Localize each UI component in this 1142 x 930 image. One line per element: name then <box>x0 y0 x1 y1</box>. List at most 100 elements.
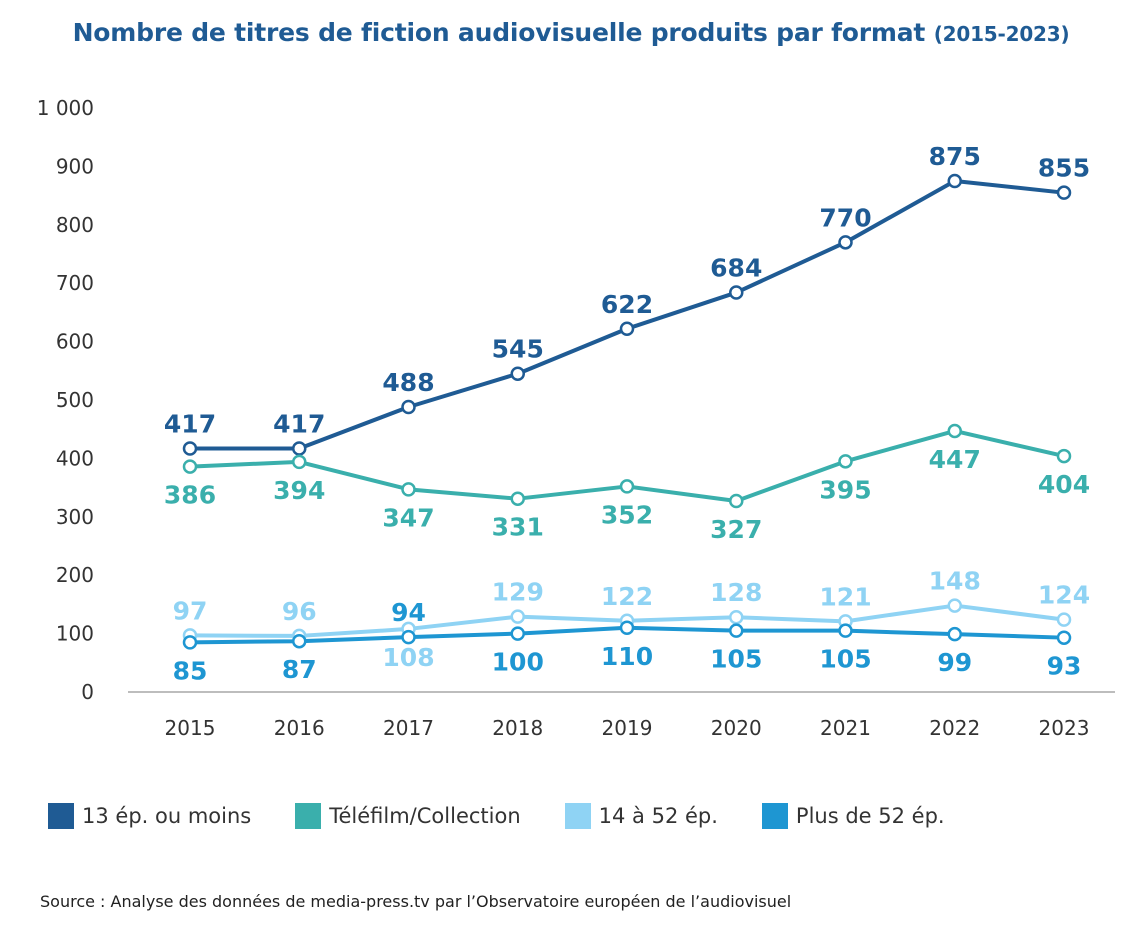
data-label-thirteen-or-less: 622 <box>601 290 653 319</box>
data-point-fourteen-to-52 <box>510 609 525 624</box>
data-point-over-52 <box>729 623 744 638</box>
data-point-over-52 <box>182 635 198 650</box>
y-tick-label: 700 <box>56 271 94 295</box>
data-label-thirteen-or-less: 545 <box>492 335 544 364</box>
data-label-over-52: 87 <box>282 655 317 684</box>
y-tick-label: 900 <box>56 154 94 178</box>
data-label-fourteen-to-52: 128 <box>710 578 762 607</box>
data-point-over-52 <box>838 623 853 638</box>
x-tick-label: 2023 <box>1039 716 1090 740</box>
data-point-telefilm-collection <box>619 479 635 494</box>
data-point-over-52 <box>292 633 307 649</box>
data-label-telefilm-collection: 386 <box>164 481 216 510</box>
y-axis: 0 100 200 300 400 500 600 700 800 900 1 000 <box>37 96 94 704</box>
chart-title: Nombre de titres de fiction audiovisuell… <box>0 18 1142 47</box>
y-tick-label: 100 <box>56 622 94 646</box>
y-tick-label: 600 <box>56 330 94 354</box>
data-label-fourteen-to-52: 122 <box>601 582 653 611</box>
x-tick-label: 2019 <box>602 716 653 740</box>
y-tick-label: 300 <box>56 505 94 529</box>
series-points <box>182 173 1072 650</box>
legend-item-fourteen-to-52: 14 à 52 ép. <box>564 803 718 829</box>
chart-legend: 13 ép. ou moins Téléfilm/Collection 14 à 5… <box>48 800 989 832</box>
legend-label: Plus de 52 ép. <box>795 804 945 828</box>
data-label-telefilm-collection: 327 <box>710 515 762 544</box>
data-point-over-52 <box>1056 630 1072 645</box>
data-label-over-52: 94 <box>391 598 426 627</box>
data-point-telefilm-collection <box>1056 448 1072 464</box>
data-label-thirteen-or-less: 770 <box>819 203 871 232</box>
data-point-telefilm-collection <box>182 459 198 474</box>
legend-item-thirteen-or-less: 13 ép. ou moins <box>48 803 251 829</box>
legend-item-over-52: Plus de 52 ép. <box>761 803 945 829</box>
data-point-over-52 <box>619 620 635 636</box>
legend-label: Téléfilm/Collection <box>329 804 521 828</box>
data-label-thirteen-or-less: 417 <box>164 409 216 438</box>
data-label-thirteen-or-less: 488 <box>382 368 434 397</box>
data-point-fourteen-to-52 <box>729 609 744 625</box>
y-tick-label: 400 <box>56 446 94 470</box>
data-point-telefilm-collection <box>401 482 416 497</box>
data-point-fourteen-to-52 <box>1056 612 1072 627</box>
data-point-telefilm-collection <box>838 454 853 469</box>
data-point-fourteen-to-52 <box>947 598 962 613</box>
data-point-thirteen-or-less <box>510 366 525 381</box>
data-label-over-52: 85 <box>173 656 208 685</box>
data-label-telefilm-collection: 331 <box>492 513 544 542</box>
data-label-fourteen-to-52: 148 <box>929 567 981 596</box>
data-label-over-52: 93 <box>1047 652 1082 681</box>
data-point-thirteen-or-less <box>182 441 198 456</box>
data-label-fourteen-to-52: 121 <box>819 582 871 611</box>
data-label-fourteen-to-52: 97 <box>173 596 208 625</box>
data-point-thirteen-or-less <box>619 321 635 337</box>
data-point-thirteen-or-less <box>401 399 416 415</box>
data-label-over-52: 105 <box>710 645 762 674</box>
legend-swatch <box>564 803 591 829</box>
x-axis: 2015 2016 2017 2018 2019 2020 2021 2022 2023 <box>128 691 1115 740</box>
data-label-telefilm-collection: 404 <box>1038 470 1090 499</box>
data-point-thirteen-or-less <box>729 285 744 300</box>
chart-title-years: (2015-2023) <box>933 22 1070 46</box>
data-label-over-52: 100 <box>492 648 544 677</box>
data-point-over-52 <box>401 629 416 645</box>
legend-label: 13 ép. ou moins <box>82 804 252 828</box>
data-label-telefilm-collection: 347 <box>382 503 434 532</box>
x-tick-label: 2018 <box>492 716 543 740</box>
data-point-thirteen-or-less <box>292 441 307 456</box>
data-point-telefilm-collection <box>510 491 525 506</box>
x-tick-label: 2017 <box>383 716 434 740</box>
legend-item-telefilm-collection: Téléfilm/Collection <box>295 803 521 829</box>
data-label-thirteen-or-less: 684 <box>710 254 762 283</box>
data-point-over-52 <box>510 626 525 641</box>
x-tick-label: 2021 <box>820 716 871 740</box>
data-label-fourteen-to-52: 96 <box>282 597 317 626</box>
x-tick-label: 2015 <box>165 716 216 740</box>
x-tick-label: 2022 <box>929 716 980 740</box>
data-label-over-52: 99 <box>937 648 972 677</box>
legend-label: 14 à 52 ép. <box>598 804 718 828</box>
data-point-thirteen-or-less <box>838 235 853 250</box>
y-tick-label: 1 000 <box>37 96 94 120</box>
y-tick-label: 0 <box>81 680 94 704</box>
legend-swatch <box>48 803 74 829</box>
source-note: Source : Analyse des données de media-pr… <box>40 892 792 911</box>
data-label-fourteen-to-52: 124 <box>1038 581 1090 610</box>
series-labels: 417 417 488 545 622 684 770 875 855 386 394 347 331 3… <box>164 142 1090 685</box>
data-point-thirteen-or-less <box>947 173 962 189</box>
legend-swatch <box>761 803 788 829</box>
data-label-thirteen-or-less: 417 <box>273 409 325 438</box>
data-point-telefilm-collection <box>292 454 307 470</box>
y-tick-label: 800 <box>56 213 94 237</box>
data-point-telefilm-collection <box>729 493 744 509</box>
data-label-telefilm-collection: 352 <box>601 500 653 529</box>
data-point-thirteen-or-less <box>1056 185 1072 200</box>
data-label-thirteen-or-less: 855 <box>1038 154 1090 183</box>
legend-swatch <box>295 803 322 829</box>
data-point-over-52 <box>947 626 962 642</box>
x-tick-label: 2020 <box>711 716 762 740</box>
x-tick-label: 2016 <box>274 716 325 740</box>
data-label-thirteen-or-less: 875 <box>929 142 981 171</box>
y-tick-label: 500 <box>56 388 94 412</box>
data-label-telefilm-collection: 394 <box>273 476 325 505</box>
